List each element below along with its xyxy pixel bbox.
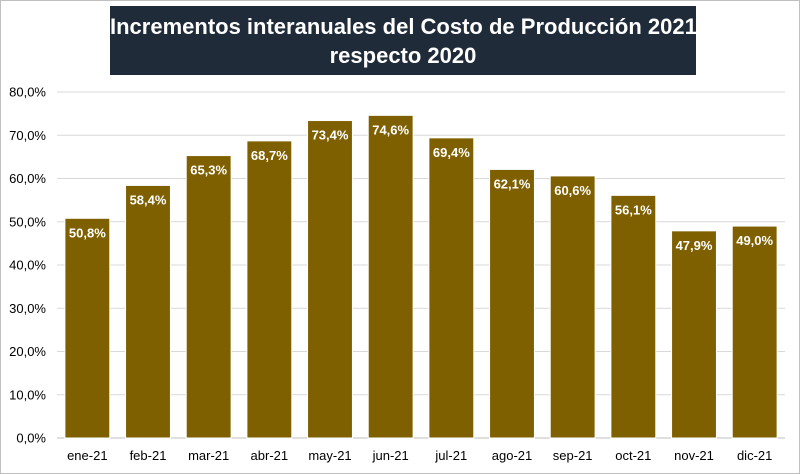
x-tick-label: jun-21 [372,448,409,463]
bar [367,114,414,439]
bar [246,140,293,439]
x-tick-label: feb-21 [130,448,167,463]
x-tick-label: jul-21 [434,448,467,463]
bar [125,184,171,439]
y-axis: 0,0% 10,0% 20,0% 30,0% 40,0% 50,0% 60,0% 70,0% 8… [9,85,46,446]
data-label: 47,9% [676,238,713,253]
x-axis: ene-21 feb-21 mar-21 abr-21 may-21 jun-21 jul-… [67,448,772,463]
x-tick-label: dic-21 [737,448,772,463]
data-label: 50,8% [69,225,106,240]
data-label: 73,4% [312,128,349,143]
y-tick-label: 80,0% [9,85,46,100]
data-label: 69,4% [433,145,470,160]
y-tick-label: 50,0% [9,214,46,229]
x-tick-label: sep-21 [553,448,593,463]
y-tick-label: 0,0% [16,431,46,446]
data-label: 74,6% [372,122,409,137]
x-tick-label: oct-21 [615,448,651,463]
x-tick-label: abr-21 [251,448,289,463]
data-label: 49,0% [736,233,773,248]
bar [731,225,778,439]
bar [610,194,657,439]
gridlines [57,91,785,439]
data-label: 68,7% [251,148,288,163]
bars: 50,8% 58,4% 65,3% 68,7% 73,4% 74,6% 69,4% 62,1%… [64,114,778,439]
x-tick-label: ago-21 [492,448,532,463]
data-label: 56,1% [615,202,652,217]
y-tick-label: 10,0% [9,387,46,402]
x-tick-label: mar-21 [188,448,229,463]
y-tick-label: 60,0% [9,171,46,186]
y-tick-label: 70,0% [9,128,46,143]
y-tick-label: 40,0% [9,258,46,273]
bar [489,168,535,439]
chart-title: Incrementos interanuales del Costo de Pr… [110,6,697,75]
x-tick-label: may-21 [308,448,351,463]
bar [64,217,111,439]
data-label: 62,1% [494,176,531,191]
data-label: 65,3% [190,163,227,178]
bar [307,120,353,439]
data-label: 58,4% [130,192,167,207]
chart-title-line-1: Incrementos interanuales del Costo de Pr… [110,13,697,39]
bar [671,230,717,439]
bar [185,155,232,439]
x-tick-label: nov-21 [674,448,714,463]
data-label: 60,6% [554,183,591,198]
y-tick-label: 20,0% [9,344,46,359]
bar [428,137,475,439]
y-tick-label: 30,0% [9,301,46,316]
bar [549,175,596,439]
x-tick-label: ene-21 [67,448,107,463]
chart-title-line-2: respecto 2020 [329,42,477,68]
